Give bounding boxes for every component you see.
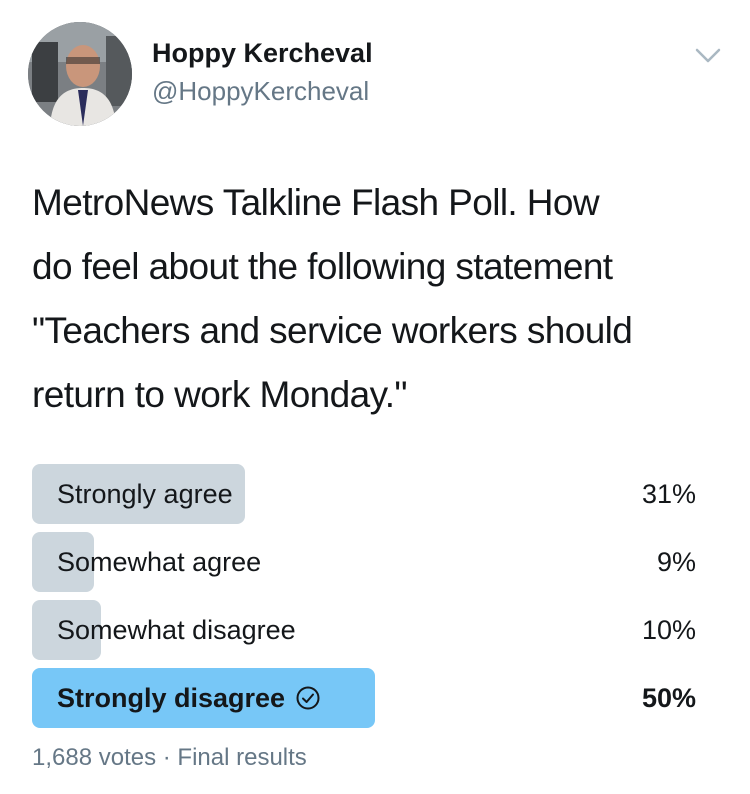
poll-option-label: Somewhat disagree bbox=[57, 600, 296, 660]
profile-photo-icon bbox=[28, 22, 132, 126]
poll-option[interactable]: Somewhat agree 9% bbox=[32, 532, 696, 592]
poll-option-label: Strongly disagree bbox=[57, 668, 321, 728]
poll-option[interactable]: Strongly agree 31% bbox=[32, 464, 696, 524]
poll-status: Final results bbox=[177, 744, 307, 771]
poll-option-percent: 50% bbox=[641, 683, 696, 713]
poll-bar bbox=[32, 532, 94, 592]
poll: Strongly agree 31% Somewhat agree 9% Som… bbox=[32, 464, 696, 736]
poll-option-percent: 9% bbox=[656, 547, 696, 577]
avatar[interactable] bbox=[28, 22, 132, 126]
poll-bar bbox=[32, 600, 101, 660]
poll-option-text: Strongly disagree bbox=[57, 683, 286, 713]
poll-option-label: Strongly agree bbox=[57, 464, 233, 524]
tweet-menu-button[interactable] bbox=[694, 46, 722, 66]
poll-option-percent: 31% bbox=[641, 479, 696, 509]
poll-meta-separator: · bbox=[156, 744, 178, 771]
poll-option-winner[interactable]: Strongly disagree 50% bbox=[32, 668, 696, 728]
author-name[interactable]: Hoppy Kercheval bbox=[152, 38, 373, 68]
poll-option-percent: 10% bbox=[641, 615, 696, 645]
poll-bar bbox=[32, 464, 245, 524]
poll-option-text: Strongly agree bbox=[57, 479, 233, 509]
check-circle-icon bbox=[296, 686, 320, 710]
poll-option-text: Somewhat agree bbox=[57, 547, 262, 577]
poll-meta: 1,688 votes · Final results bbox=[32, 744, 307, 772]
tweet-text: MetroNews Talkline Flash Poll. How do fe… bbox=[32, 182, 633, 415]
poll-option-text: Somewhat disagree bbox=[57, 615, 296, 645]
poll-option[interactable]: Somewhat disagree 10% bbox=[32, 600, 696, 660]
poll-vote-count: 1,688 votes bbox=[32, 744, 157, 771]
chevron-down-icon bbox=[695, 48, 721, 63]
poll-option-label: Somewhat agree bbox=[57, 532, 261, 592]
author-handle[interactable]: @HoppyKercheval bbox=[152, 76, 370, 106]
